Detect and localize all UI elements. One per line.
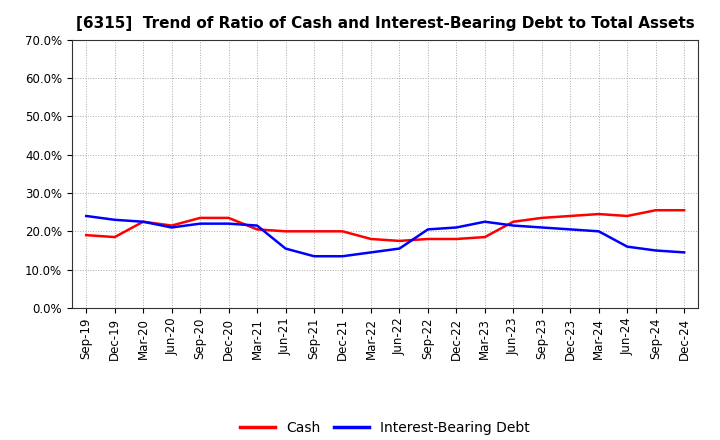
Cash bbox=[652, 208, 660, 213]
Interest-Bearing Debt bbox=[480, 219, 489, 224]
Cash bbox=[623, 213, 631, 219]
Cash bbox=[82, 232, 91, 238]
Interest-Bearing Debt bbox=[595, 229, 603, 234]
Interest-Bearing Debt bbox=[196, 221, 204, 226]
Interest-Bearing Debt bbox=[623, 244, 631, 249]
Line: Interest-Bearing Debt: Interest-Bearing Debt bbox=[86, 216, 684, 256]
Cash bbox=[509, 219, 518, 224]
Cash bbox=[253, 227, 261, 232]
Cash bbox=[680, 208, 688, 213]
Interest-Bearing Debt bbox=[225, 221, 233, 226]
Cash bbox=[225, 215, 233, 220]
Cash bbox=[338, 229, 347, 234]
Cash bbox=[537, 215, 546, 220]
Interest-Bearing Debt bbox=[82, 213, 91, 219]
Interest-Bearing Debt bbox=[139, 219, 148, 224]
Interest-Bearing Debt bbox=[310, 253, 318, 259]
Interest-Bearing Debt bbox=[253, 223, 261, 228]
Interest-Bearing Debt bbox=[680, 250, 688, 255]
Interest-Bearing Debt bbox=[110, 217, 119, 223]
Cash bbox=[366, 236, 375, 242]
Cash bbox=[139, 219, 148, 224]
Interest-Bearing Debt bbox=[395, 246, 404, 251]
Interest-Bearing Debt bbox=[537, 225, 546, 230]
Cash bbox=[423, 236, 432, 242]
Interest-Bearing Debt bbox=[452, 225, 461, 230]
Cash bbox=[167, 223, 176, 228]
Interest-Bearing Debt bbox=[282, 246, 290, 251]
Cash bbox=[196, 215, 204, 220]
Interest-Bearing Debt bbox=[509, 223, 518, 228]
Cash bbox=[452, 236, 461, 242]
Interest-Bearing Debt bbox=[167, 225, 176, 230]
Cash bbox=[595, 211, 603, 216]
Cash bbox=[282, 229, 290, 234]
Interest-Bearing Debt bbox=[366, 250, 375, 255]
Line: Cash: Cash bbox=[86, 210, 684, 241]
Cash bbox=[566, 213, 575, 219]
Cash bbox=[110, 235, 119, 240]
Interest-Bearing Debt bbox=[338, 253, 347, 259]
Title: [6315]  Trend of Ratio of Cash and Interest-Bearing Debt to Total Assets: [6315] Trend of Ratio of Cash and Intere… bbox=[76, 16, 695, 32]
Interest-Bearing Debt bbox=[423, 227, 432, 232]
Cash bbox=[395, 238, 404, 244]
Interest-Bearing Debt bbox=[652, 248, 660, 253]
Legend: Cash, Interest-Bearing Debt: Cash, Interest-Bearing Debt bbox=[235, 415, 536, 440]
Cash bbox=[480, 235, 489, 240]
Interest-Bearing Debt bbox=[566, 227, 575, 232]
Cash bbox=[310, 229, 318, 234]
